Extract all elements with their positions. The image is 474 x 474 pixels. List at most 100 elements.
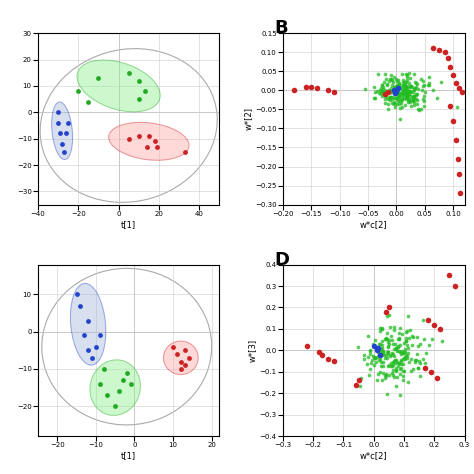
Point	[394, 342, 401, 350]
Point	[409, 96, 416, 104]
Point	[352, 381, 359, 388]
Point	[387, 71, 394, 79]
Point	[394, 91, 401, 99]
Point	[404, 99, 411, 106]
Point	[428, 368, 435, 375]
Point	[387, 363, 395, 370]
Point	[430, 321, 438, 328]
Point	[396, 365, 404, 373]
Point	[393, 347, 401, 355]
Point	[410, 92, 418, 100]
Point	[391, 90, 399, 98]
Point	[390, 99, 397, 107]
Point	[316, 349, 323, 356]
Point	[396, 370, 404, 378]
Point	[406, 90, 413, 98]
Point	[398, 96, 406, 103]
Point	[424, 317, 432, 324]
Point	[406, 326, 414, 333]
Point	[402, 82, 410, 90]
Point	[381, 95, 389, 103]
Point	[394, 359, 402, 366]
Point	[379, 347, 387, 355]
Ellipse shape	[109, 122, 189, 160]
Point	[455, 85, 463, 92]
Point	[402, 90, 410, 97]
Point	[405, 359, 413, 366]
Point	[402, 91, 410, 99]
Point	[396, 83, 403, 91]
Point	[402, 95, 410, 102]
Point	[370, 83, 378, 91]
Point	[396, 348, 404, 356]
Point	[419, 356, 427, 363]
Point	[391, 99, 398, 106]
Point	[408, 355, 415, 363]
Point	[383, 88, 391, 96]
Point	[403, 92, 411, 100]
Point	[401, 355, 409, 363]
Point	[409, 365, 416, 373]
Point	[383, 391, 391, 398]
Point	[394, 76, 401, 83]
Point	[383, 80, 391, 87]
Point	[399, 88, 407, 95]
Point	[398, 95, 405, 103]
Point	[375, 90, 383, 97]
Point	[385, 86, 393, 94]
Point	[60, 148, 68, 155]
Point	[413, 350, 420, 358]
Point	[433, 94, 441, 102]
Point	[366, 351, 374, 358]
Point	[390, 86, 397, 93]
Point	[394, 97, 401, 105]
Y-axis label: w*[2]: w*[2]	[243, 108, 252, 130]
Point	[399, 76, 407, 83]
Point	[381, 371, 389, 379]
Point	[360, 351, 368, 359]
Point	[382, 370, 390, 378]
Point	[399, 367, 406, 375]
Point	[437, 78, 445, 86]
Point	[420, 335, 428, 343]
Point	[403, 355, 410, 362]
Point	[399, 349, 406, 357]
Point	[376, 351, 383, 359]
Point	[368, 356, 376, 364]
Point	[403, 90, 411, 98]
Point	[405, 90, 413, 97]
Point	[378, 81, 386, 89]
Point	[410, 334, 417, 341]
Point	[396, 325, 403, 332]
Point	[415, 106, 422, 114]
Point	[397, 350, 404, 358]
Point	[398, 330, 406, 337]
Point	[395, 359, 403, 367]
Point	[291, 87, 298, 94]
Point	[355, 376, 363, 384]
Point	[389, 76, 396, 84]
Point	[392, 357, 400, 365]
Point	[426, 342, 433, 349]
Point	[441, 48, 448, 56]
Point	[396, 97, 404, 104]
Point	[381, 336, 389, 343]
Point	[411, 84, 419, 92]
Point	[390, 351, 397, 358]
Point	[449, 71, 457, 79]
Point	[381, 351, 388, 359]
Point	[419, 95, 427, 103]
Point	[405, 97, 413, 105]
Point	[388, 82, 396, 89]
Point	[381, 78, 388, 85]
Point	[402, 328, 410, 336]
Point	[394, 85, 402, 92]
Point	[169, 343, 177, 350]
Point	[403, 93, 410, 101]
Point	[96, 380, 103, 388]
Point	[382, 92, 390, 100]
Point	[400, 89, 407, 97]
Point	[437, 325, 444, 333]
Point	[401, 101, 409, 109]
Point	[379, 83, 386, 91]
